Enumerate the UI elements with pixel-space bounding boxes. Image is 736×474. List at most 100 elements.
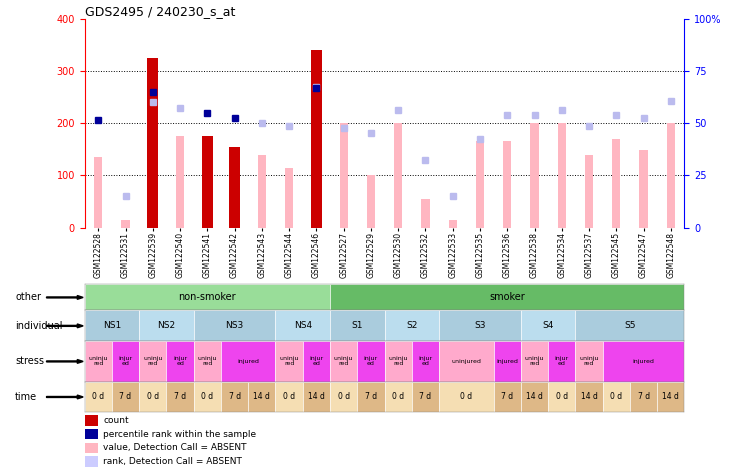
Bar: [657, 382, 684, 412]
Bar: [339, 123, 347, 228]
Bar: [258, 155, 266, 228]
Bar: [531, 123, 539, 228]
Bar: [449, 220, 457, 228]
Bar: [194, 310, 275, 341]
Bar: [558, 123, 566, 228]
Bar: [521, 382, 548, 412]
Bar: [85, 284, 330, 310]
Text: smoker: smoker: [489, 292, 525, 302]
Bar: [548, 341, 576, 382]
Bar: [248, 382, 275, 412]
Bar: [230, 155, 238, 228]
Text: 14 d: 14 d: [581, 392, 598, 401]
Text: 0 d: 0 d: [610, 392, 623, 401]
Bar: [585, 155, 593, 228]
Text: NS4: NS4: [294, 321, 312, 330]
Text: NS2: NS2: [158, 321, 175, 330]
Bar: [548, 382, 576, 412]
Bar: [330, 382, 357, 412]
Text: time: time: [15, 392, 38, 402]
Text: 14 d: 14 d: [253, 392, 270, 401]
Text: uninju
red: uninju red: [197, 356, 217, 366]
Text: S3: S3: [474, 321, 486, 330]
Bar: [357, 341, 384, 382]
Text: injured: injured: [237, 359, 259, 364]
Text: injur
ed: injur ed: [364, 356, 378, 366]
Bar: [384, 382, 412, 412]
Text: non-smoker: non-smoker: [179, 292, 236, 302]
Text: GDS2495 / 240230_s_at: GDS2495 / 240230_s_at: [85, 5, 235, 18]
Text: 0 d: 0 d: [392, 392, 404, 401]
Bar: [275, 341, 302, 382]
Text: 14 d: 14 d: [308, 392, 325, 401]
Text: 0 d: 0 d: [338, 392, 350, 401]
Text: injur
ed: injur ed: [118, 356, 132, 366]
Text: uninju
red: uninju red: [334, 356, 353, 366]
Text: uninju
red: uninju red: [88, 356, 108, 366]
Bar: [302, 341, 330, 382]
Text: uninjured: uninjured: [451, 359, 481, 364]
Bar: [384, 310, 439, 341]
Bar: [494, 341, 521, 382]
Text: 0 d: 0 d: [283, 392, 295, 401]
Bar: [640, 150, 648, 228]
Bar: [667, 123, 675, 228]
Bar: [603, 382, 630, 412]
Text: uninju
red: uninju red: [525, 356, 544, 366]
Text: uninju
red: uninju red: [143, 356, 163, 366]
Bar: [202, 137, 213, 228]
Bar: [367, 175, 375, 228]
Text: percentile rank within the sample: percentile rank within the sample: [103, 429, 256, 438]
Text: 7 d: 7 d: [229, 392, 241, 401]
Text: other: other: [15, 292, 41, 302]
Bar: [422, 199, 430, 228]
Bar: [412, 382, 439, 412]
Text: 7 d: 7 d: [119, 392, 132, 401]
Text: uninju
red: uninju red: [389, 356, 408, 366]
Bar: [229, 147, 240, 228]
Text: NS1: NS1: [103, 321, 121, 330]
Bar: [521, 341, 548, 382]
Bar: [503, 142, 512, 228]
Text: S4: S4: [542, 321, 554, 330]
Bar: [576, 341, 603, 382]
Bar: [166, 341, 194, 382]
Bar: [439, 310, 521, 341]
Text: S1: S1: [352, 321, 363, 330]
Text: injured: injured: [496, 359, 518, 364]
Text: injur
ed: injur ed: [173, 356, 187, 366]
Text: uninju
red: uninju red: [579, 356, 599, 366]
Bar: [521, 310, 576, 341]
Text: injur
ed: injur ed: [555, 356, 569, 366]
Bar: [603, 341, 684, 382]
Bar: [384, 341, 412, 382]
Text: 0 d: 0 d: [92, 392, 105, 401]
Text: 7 d: 7 d: [365, 392, 377, 401]
Bar: [311, 50, 322, 228]
Bar: [439, 341, 494, 382]
Text: 14 d: 14 d: [662, 392, 679, 401]
Text: 7 d: 7 d: [174, 392, 186, 401]
Bar: [176, 137, 184, 228]
Bar: [139, 341, 166, 382]
Bar: [112, 382, 139, 412]
Text: injur
ed: injur ed: [418, 356, 433, 366]
Bar: [149, 118, 157, 228]
Text: value, Detection Call = ABSENT: value, Detection Call = ABSENT: [103, 443, 247, 452]
Bar: [330, 341, 357, 382]
Bar: [630, 382, 657, 412]
Bar: [412, 341, 439, 382]
Bar: [221, 382, 248, 412]
Bar: [312, 175, 320, 228]
Bar: [439, 382, 494, 412]
Bar: [194, 341, 221, 382]
Bar: [85, 382, 112, 412]
Bar: [476, 142, 484, 228]
Text: injur
ed: injur ed: [309, 356, 323, 366]
Text: 7 d: 7 d: [637, 392, 650, 401]
Text: rank, Detection Call = ABSENT: rank, Detection Call = ABSENT: [103, 457, 242, 466]
Text: 7 d: 7 d: [501, 392, 513, 401]
Bar: [194, 382, 221, 412]
Text: uninju
red: uninju red: [280, 356, 299, 366]
Text: 0 d: 0 d: [146, 392, 159, 401]
